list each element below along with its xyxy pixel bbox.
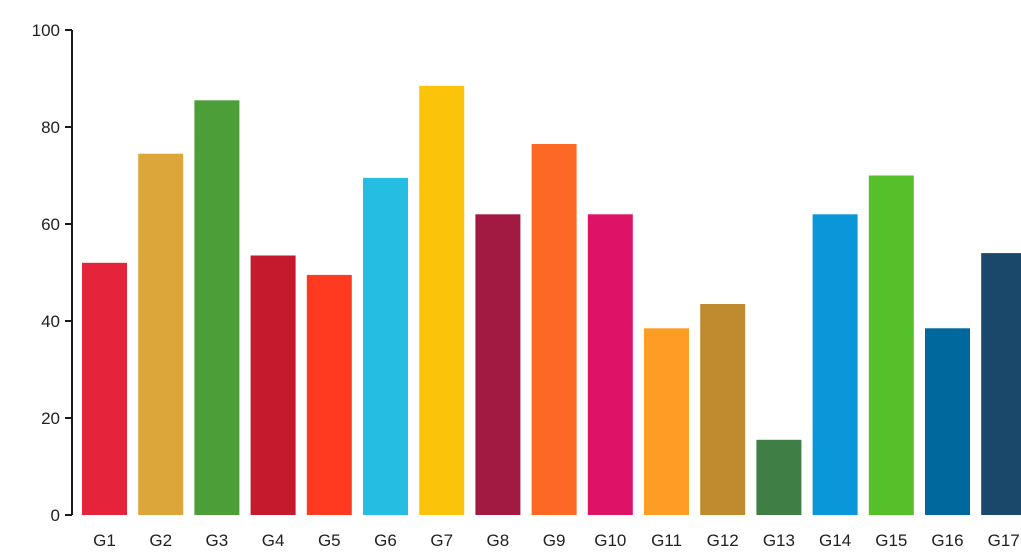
- x-tick-label-g16: G16: [931, 531, 963, 550]
- x-tick-label-g12: G12: [707, 531, 739, 550]
- x-axis-labels: G1 G2 G3 G4 G5 G6 G7 G8 G9 G10 G11 G12 G13 G14 G15 G16 G…: [93, 531, 1020, 550]
- bar-g5: [306, 274, 352, 515]
- x-tick-label-g14: G14: [819, 531, 851, 550]
- bar-g2: [138, 153, 184, 515]
- bar-g10: [587, 214, 633, 516]
- x-tick-label-g1: G1: [93, 531, 116, 550]
- y-tick-label: 40: [41, 312, 60, 331]
- bar-g1: [82, 262, 127, 515]
- y-tick-label: 100: [32, 21, 60, 40]
- x-tick-label-g13: G13: [763, 531, 795, 550]
- bar-g11: [644, 328, 689, 515]
- bar-g3: [194, 100, 240, 516]
- bar-g17: [981, 253, 1021, 515]
- bars: [82, 85, 1021, 516]
- bar-g8: [475, 214, 521, 516]
- x-tick-label-g6: G6: [374, 531, 397, 550]
- x-tick-label-g5: G5: [318, 531, 341, 550]
- x-tick-label-g8: G8: [487, 531, 510, 550]
- y-tick-label: 80: [41, 118, 60, 137]
- x-tick-label-g3: G3: [206, 531, 229, 550]
- x-tick-label-g17: G17: [988, 531, 1020, 550]
- bar-g15: [868, 175, 914, 515]
- bar-g6: [363, 177, 408, 515]
- x-tick-label-g7: G7: [430, 531, 453, 550]
- bar-g12: [700, 304, 746, 515]
- bar-g7: [419, 85, 465, 516]
- x-tick-label-g10: G10: [594, 531, 626, 550]
- bar-g16: [925, 328, 970, 515]
- bar-g13: [756, 439, 802, 515]
- x-tick-label-g15: G15: [875, 531, 907, 550]
- bar-g4: [250, 255, 296, 515]
- y-axis-ticks: 0 20 40 60 80 100: [32, 21, 72, 525]
- y-tick-label: 60: [41, 215, 60, 234]
- x-tick-label-g4: G4: [262, 531, 285, 550]
- x-tick-label-g9: G9: [543, 531, 566, 550]
- y-tick-label: 0: [51, 506, 60, 525]
- bar-g9: [531, 144, 577, 515]
- x-tick-label-g2: G2: [149, 531, 172, 550]
- y-tick-label: 20: [41, 409, 60, 428]
- bar-g14: [812, 214, 858, 516]
- x-tick-label-g11: G11: [651, 531, 682, 550]
